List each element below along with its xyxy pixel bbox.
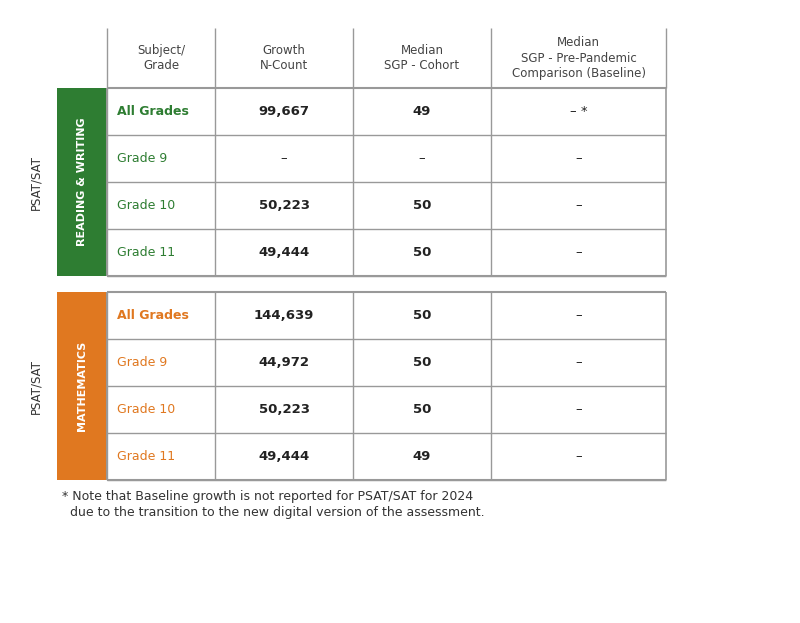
Text: Subject/
Grade: Subject/ Grade [137,44,185,72]
Text: 50,223: 50,223 [258,403,310,416]
Text: 49,444: 49,444 [258,450,310,463]
Text: 44,972: 44,972 [258,356,310,369]
Text: 50: 50 [413,403,431,416]
Text: –: – [575,309,582,322]
Text: –: – [575,246,582,259]
Text: Grade 9: Grade 9 [117,152,167,165]
Text: Growth
N-Count: Growth N-Count [260,44,308,72]
Text: 49,444: 49,444 [258,246,310,259]
Text: Grade 10: Grade 10 [117,199,175,212]
Text: Grade 10: Grade 10 [117,403,175,416]
Text: –: – [575,450,582,463]
Bar [57,292,107,480]
Text: All Grades: All Grades [117,309,189,322]
Text: READING & WRITING: READING & WRITING [77,118,87,246]
Text: 144,639: 144,639 [254,309,314,322]
Text: 99,667: 99,667 [258,105,310,118]
Text: 50,223: 50,223 [258,199,310,212]
Text: Grade 9: Grade 9 [117,356,167,369]
Text: – *: – * [570,105,587,118]
Text: –: – [575,199,582,212]
Text: Median
SGP - Pre-Pandemic
Comparison (Baseline): Median SGP - Pre-Pandemic Comparison (Ba… [511,37,646,80]
Text: 49: 49 [413,105,431,118]
Text: Median
SGP - Cohort: Median SGP - Cohort [385,44,459,72]
Text: 50: 50 [413,246,431,259]
Text: –: – [575,356,582,369]
Text: due to the transition to the new digital version of the assessment.: due to the transition to the new digital… [62,506,485,519]
Text: Grade 11: Grade 11 [117,450,175,463]
Text: MATHEMATICS: MATHEMATICS [77,341,87,431]
Text: PSAT/SAT: PSAT/SAT [30,155,42,209]
Text: 50: 50 [413,356,431,369]
Text: All Grades: All Grades [117,105,189,118]
Text: 50: 50 [413,309,431,322]
Text: –: – [281,152,287,165]
Text: PSAT/SAT: PSAT/SAT [30,358,42,414]
Bar [57,88,107,276]
Text: 49: 49 [413,450,431,463]
Text: * Note that Baseline growth is not reported for PSAT/SAT for 2024: * Note that Baseline growth is not repor… [62,490,473,503]
Text: Grade 11: Grade 11 [117,246,175,259]
Text: –: – [418,152,426,165]
Text: –: – [575,403,582,416]
Text: 50: 50 [413,199,431,212]
Text: –: – [575,152,582,165]
